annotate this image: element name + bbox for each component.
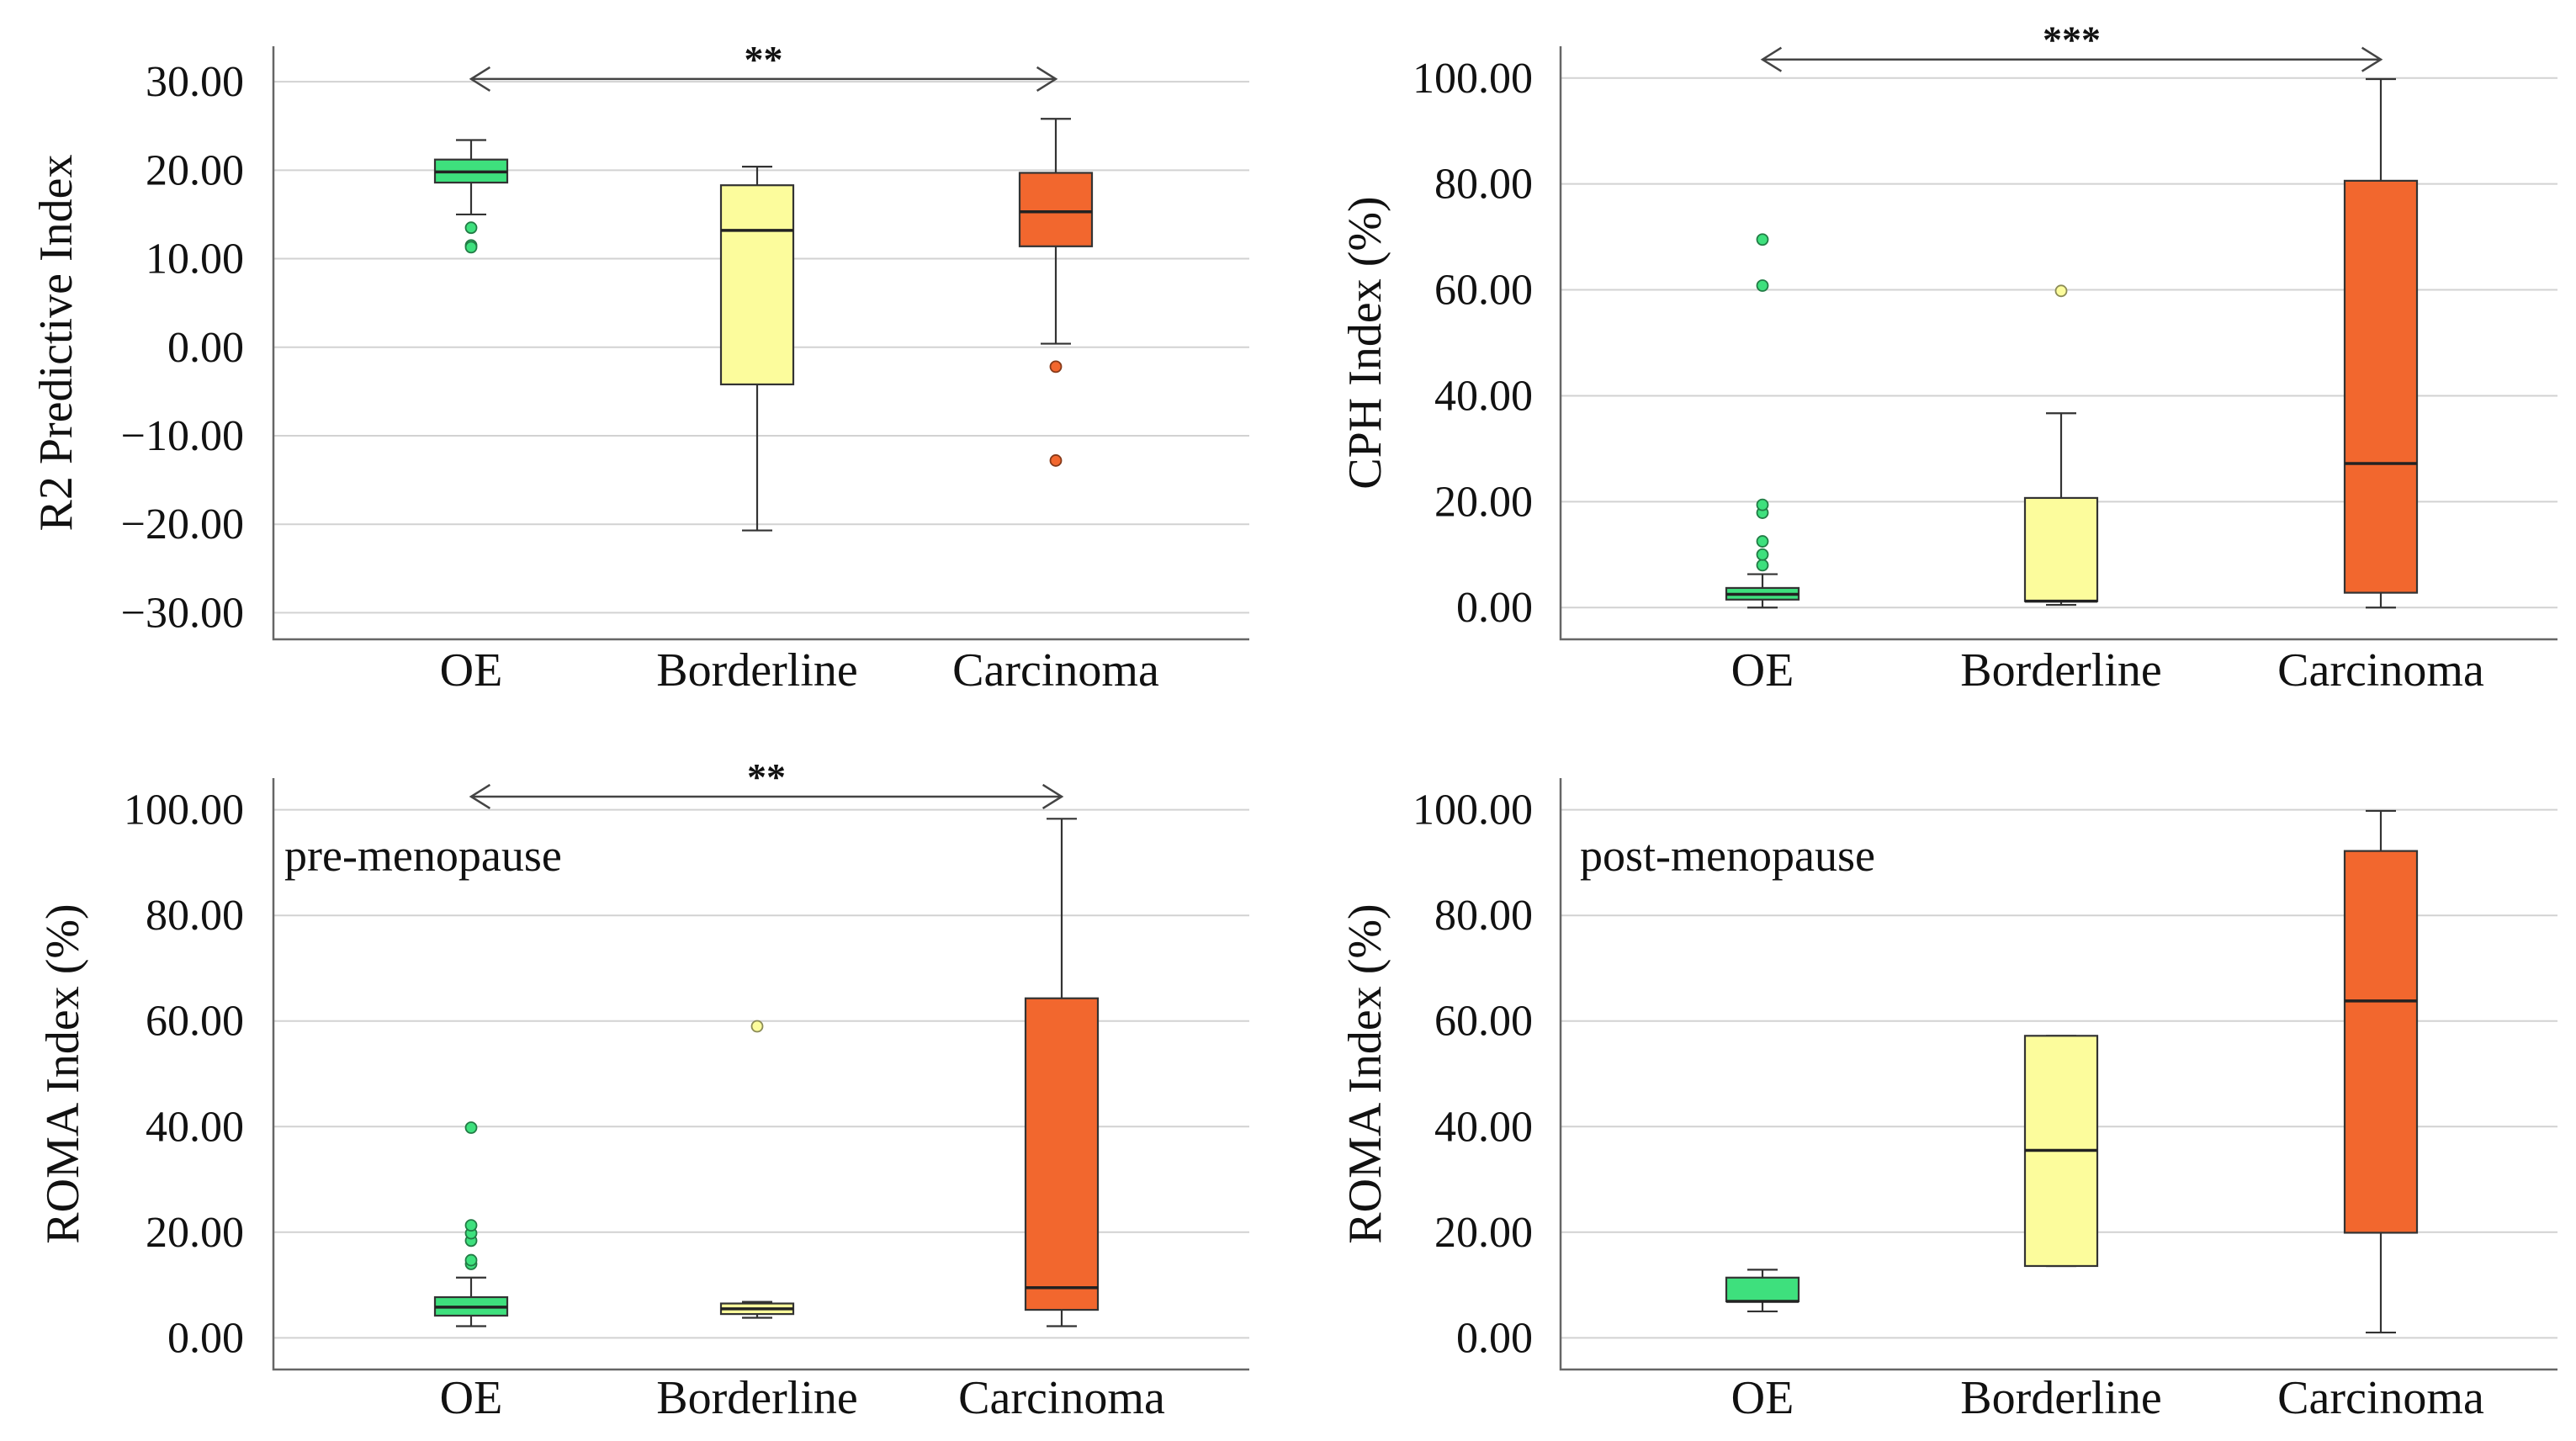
axes (272, 778, 1249, 1371)
x-category-label: OE (1731, 644, 1794, 697)
arrowhead-right (1036, 66, 1058, 92)
axes (1559, 46, 2557, 641)
panel-annotation: post-menopause (1580, 830, 1875, 881)
y-tick-label: −20.00 (121, 501, 244, 548)
box-borderline (2023, 496, 2099, 602)
y-tick-label: 20.00 (146, 146, 244, 194)
panel-cph-index: 100.00 80.00 60.00 40.00 20.00 0.00 CPH Index … (1339, 19, 2557, 697)
outlier-point (1756, 535, 1769, 548)
y-tick-label: 20.00 (146, 1209, 244, 1257)
outlier-point (1049, 360, 1063, 373)
arrowhead-left (1760, 46, 1783, 72)
significance-label: *** (2043, 19, 2101, 61)
y-tick-label: 100.00 (1413, 787, 1533, 834)
y-tick-label: 0.00 (167, 324, 244, 372)
x-category-label: Borderline (1960, 1372, 2161, 1424)
y-tick-label: 80.00 (146, 892, 244, 940)
box-carcinoma (1018, 172, 1094, 247)
y-tick-label: 80.00 (1434, 892, 1533, 940)
axes (272, 46, 1249, 641)
x-category-label: Borderline (656, 644, 857, 697)
box-carcinoma (2343, 179, 2419, 594)
y-tick-label: 100.00 (124, 787, 244, 834)
y-axis-label: ROMA Index (%) (1339, 903, 1391, 1243)
y-tick-label: 20.00 (1434, 1209, 1533, 1257)
arrowhead-left (469, 783, 491, 810)
outlier-point (464, 1219, 478, 1232)
y-tick-label: 20.00 (1434, 478, 1533, 526)
x-category-label: OE (440, 1372, 503, 1424)
arrowhead-right (2361, 46, 2383, 72)
y-tick-label: 0.00 (167, 1314, 244, 1362)
x-category-label: Carcinoma (952, 644, 1159, 697)
outlier-point (464, 1121, 478, 1134)
outlier-point (464, 241, 478, 254)
y-axis-label: R2 Predictive Index (30, 155, 82, 532)
outlier-point (464, 1253, 478, 1267)
outlier-point (1756, 498, 1769, 511)
y-tick-label: 40.00 (1434, 372, 1533, 420)
y-tick-label: −30.00 (121, 589, 244, 637)
outlier-point (1756, 279, 1769, 292)
y-tick-label: 100.00 (1413, 55, 1533, 103)
axes (1559, 778, 2557, 1371)
x-category-label: Borderline (1960, 644, 2161, 697)
outlier-point (464, 221, 478, 235)
x-category-label: Carcinoma (2277, 644, 2484, 697)
y-tick-label: 40.00 (1434, 1103, 1533, 1151)
panel-annotation: pre-menopause (284, 830, 562, 881)
x-category-label: OE (1731, 1372, 1794, 1424)
y-tick-label: 80.00 (1434, 161, 1533, 209)
y-tick-label: 60.00 (1434, 267, 1533, 315)
panel-roma-post-menopause: 100.00 80.00 60.00 40.00 20.00 0.00 ROMA Index… (1339, 778, 2557, 1424)
significance-label: ** (745, 38, 783, 81)
y-tick-label: 60.00 (146, 998, 244, 1046)
outlier-point (1756, 559, 1769, 572)
outlier-point (1049, 454, 1063, 467)
outlier-point (2054, 284, 2068, 298)
y-axis-label: CPH Index (%) (1339, 196, 1391, 489)
outlier-point (1756, 548, 1769, 561)
arrowhead-left (469, 66, 491, 92)
y-tick-label: 10.00 (146, 236, 244, 283)
significance-label: ** (747, 755, 786, 798)
box-oe (1725, 1276, 1800, 1303)
box-carcinoma (2343, 850, 2419, 1234)
x-category-label: Carcinoma (2277, 1372, 2484, 1424)
panel-r2-predictive-index: 30.00 20.00 10.00 0.00 −10.00 −20.00 −30.00 R2 … (30, 38, 1249, 697)
x-category-label: OE (440, 644, 503, 697)
x-category-label: Borderline (656, 1372, 857, 1424)
y-tick-label: 30.00 (146, 58, 244, 106)
arrowhead-right (1042, 783, 1064, 810)
y-tick-label: 0.00 (1456, 1314, 1533, 1362)
y-axis-label: ROMA Index (%) (37, 903, 89, 1243)
box-carcinoma (1024, 997, 1100, 1311)
y-tick-label: −10.00 (121, 412, 244, 460)
x-category-label: Carcinoma (958, 1372, 1165, 1424)
outlier-point (750, 1020, 764, 1033)
box-borderline (719, 184, 795, 386)
outlier-point (1756, 233, 1769, 246)
y-tick-label: 40.00 (146, 1103, 244, 1151)
y-tick-label: 60.00 (1434, 998, 1533, 1046)
panel-roma-pre-menopause: 100.00 80.00 60.00 40.00 20.00 0.00 ROMA Index… (37, 755, 1249, 1424)
y-tick-label: 0.00 (1456, 584, 1533, 632)
